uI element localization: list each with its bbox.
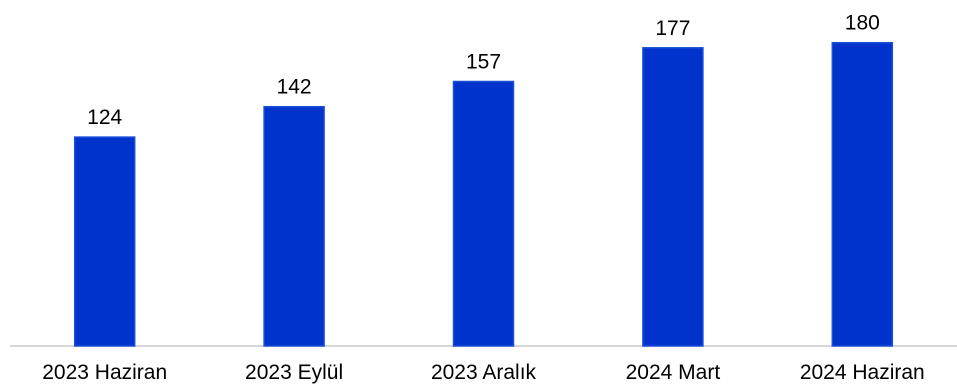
bar-2 <box>263 105 325 347</box>
bar-5 <box>831 41 894 347</box>
x-tick-labels-group: 2023 Haziran 2023 Eylül 2023 Aralık 2024 Ma… <box>42 361 925 384</box>
bars-group <box>73 41 894 347</box>
data-label-2: 142 <box>277 76 312 99</box>
data-label-4: 177 <box>655 17 690 40</box>
data-label-3: 157 <box>466 51 501 74</box>
x-tick-label-1: 2023 Haziran <box>42 361 167 384</box>
data-label-5: 180 <box>845 12 880 35</box>
bar-3 <box>452 80 515 347</box>
x-tick-label-4: 2024 Mart <box>626 361 721 384</box>
bar-1 <box>73 136 136 347</box>
data-labels-group: 124 142 157 177 180 <box>87 12 880 129</box>
x-tick-label-3: 2023 Aralık <box>431 361 537 384</box>
x-tick-label-2: 2023 Eylül <box>245 361 343 384</box>
data-label-1: 124 <box>87 106 122 129</box>
bar-4 <box>642 47 704 347</box>
x-tick-label-5: 2024 Haziran <box>800 361 925 384</box>
